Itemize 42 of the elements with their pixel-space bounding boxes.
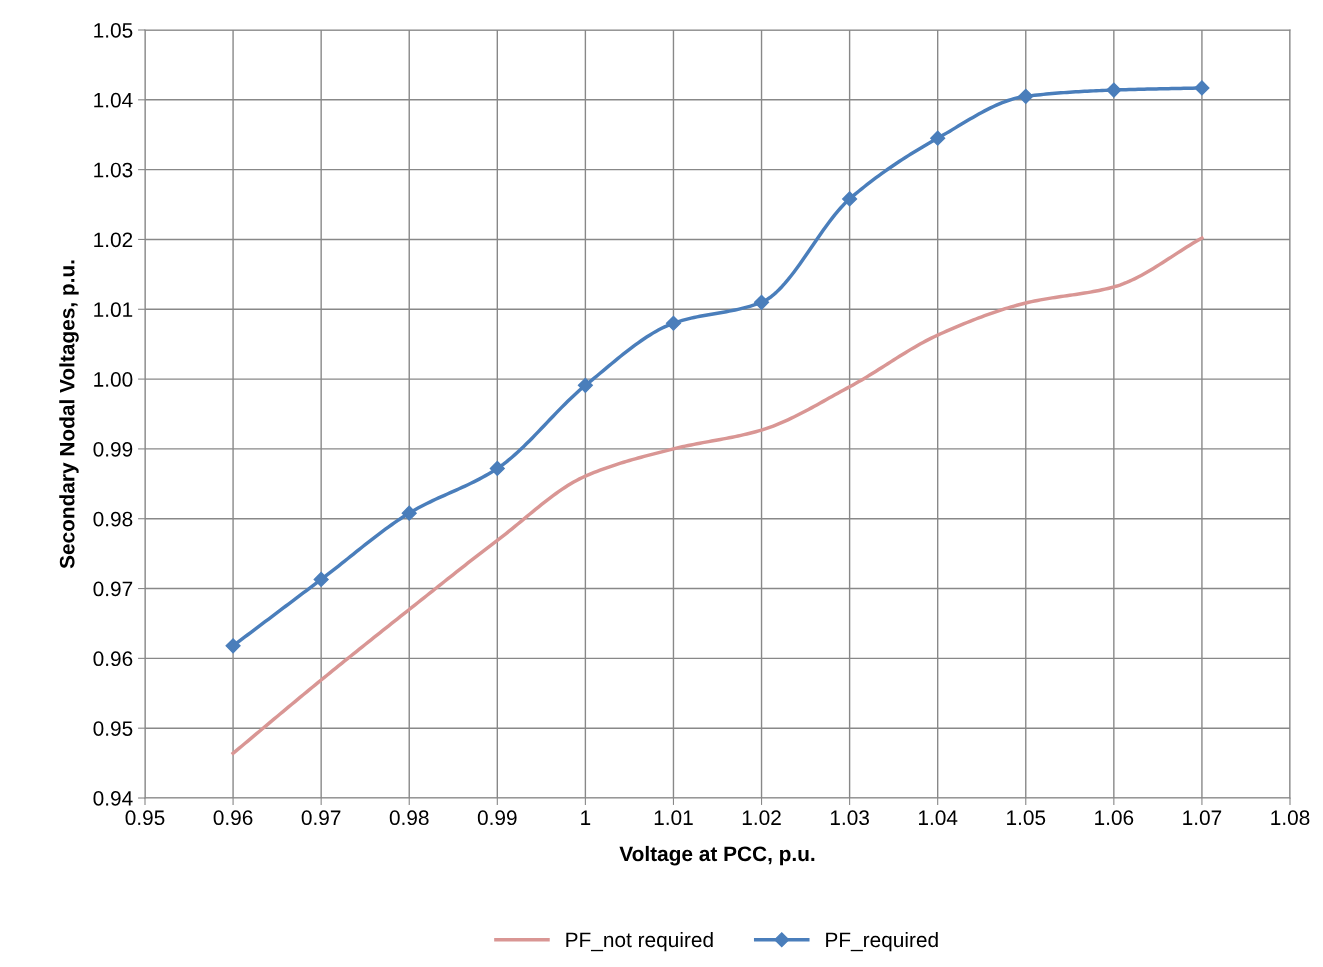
- y-tick-label: 0.96: [93, 651, 133, 667]
- x-tick-label: 1.04: [919, 810, 958, 826]
- point: [753, 294, 770, 310]
- point: [842, 191, 858, 207]
- x-axis-title: Voltage at PCC, p.u.: [619, 845, 815, 866]
- point: [665, 315, 682, 331]
- point: [577, 377, 593, 393]
- x-tick-label: 1: [581, 810, 591, 825]
- point: [1018, 88, 1034, 104]
- x-tick-label: 0.95: [125, 810, 165, 826]
- point: [1106, 82, 1122, 98]
- y-tick-label: 0.97: [93, 581, 133, 597]
- point: [401, 505, 417, 521]
- point: [489, 460, 505, 477]
- y-tick-label: 1.04: [94, 92, 133, 108]
- point: [930, 130, 946, 146]
- x-tick-label: 1.03: [830, 810, 869, 826]
- x-tick-label: 0.98: [389, 810, 429, 826]
- x-tick-label: 1.05: [1007, 810, 1046, 826]
- y-tick-label: 1.05: [94, 23, 133, 38]
- y-tick-label: 0.99: [93, 441, 133, 457]
- y-tick-label: 0.94: [93, 791, 133, 806]
- y-tick-label: 0.95: [93, 721, 133, 736]
- legend-label: PF_not required: [566, 931, 713, 952]
- x-tick-label: 1.07: [1183, 810, 1222, 826]
- y-tick-label: 0.98: [93, 511, 133, 527]
- y-axis-title: Secondary Nodal Voltages, p.u.: [59, 260, 79, 569]
- point: [225, 638, 241, 654]
- point: [313, 571, 329, 588]
- legend-label: PF_required: [826, 931, 938, 952]
- x-tick-label: 1.08: [1271, 810, 1310, 826]
- x-tick-label: 0.99: [477, 810, 517, 826]
- x-tick-label: 1.01: [654, 810, 693, 826]
- point: [1194, 80, 1210, 96]
- x-tick-label: 0.97: [301, 810, 341, 826]
- y-tick-label: 1.00: [94, 372, 133, 387]
- x-tick-label: 1.02: [742, 810, 781, 826]
- x-tick-label: 0.96: [213, 810, 253, 826]
- y-tick-label: 1.03: [94, 162, 133, 178]
- y-tick-label: 1.01: [94, 302, 133, 318]
- x-tick-label: 1.06: [1095, 810, 1134, 826]
- y-tick-label: 1.02: [94, 232, 133, 248]
